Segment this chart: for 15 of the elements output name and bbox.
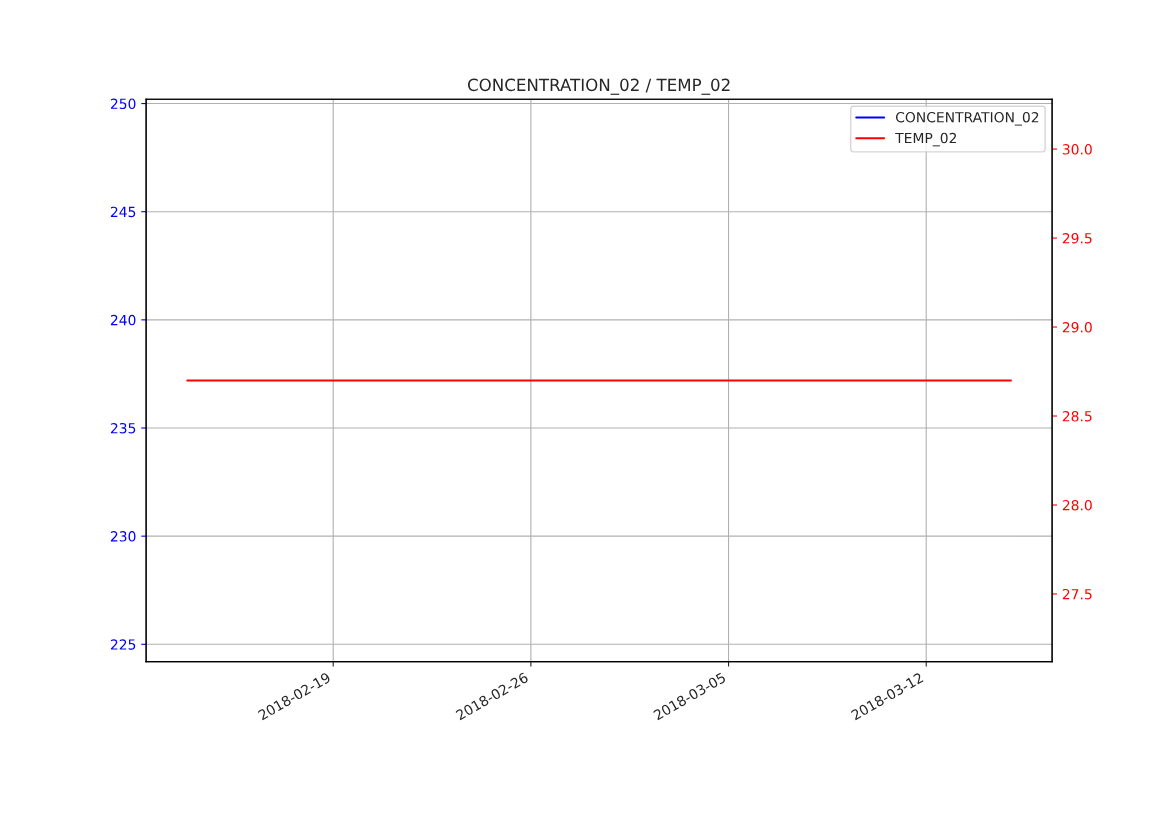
y-tick-label: 245 <box>110 206 136 218</box>
y-tick-label: 225 <box>110 639 136 650</box>
y2-tick-label: 29.0 <box>1062 322 1092 333</box>
y-tick-label: 240 <box>110 314 136 326</box>
y-tick-label: 230 <box>110 531 136 542</box>
y2-tick-label: 28.0 <box>1062 499 1092 511</box>
y-tick-label: 250 <box>110 98 136 110</box>
y2-tick-label: 30.0 <box>1062 144 1092 155</box>
legend-label: CONCENTRATION_02 <box>895 111 1039 126</box>
y2-tick-label: 27.5 <box>1062 588 1092 600</box>
chart-title: CONCENTRATION_02 / TEMP_02 <box>467 78 730 95</box>
legend-label: TEMP_02 <box>895 132 957 147</box>
y-tick-label: 235 <box>110 422 136 434</box>
y2-tick-label: 29.5 <box>1062 233 1092 244</box>
y2-tick-label: 28.5 <box>1062 410 1092 422</box>
